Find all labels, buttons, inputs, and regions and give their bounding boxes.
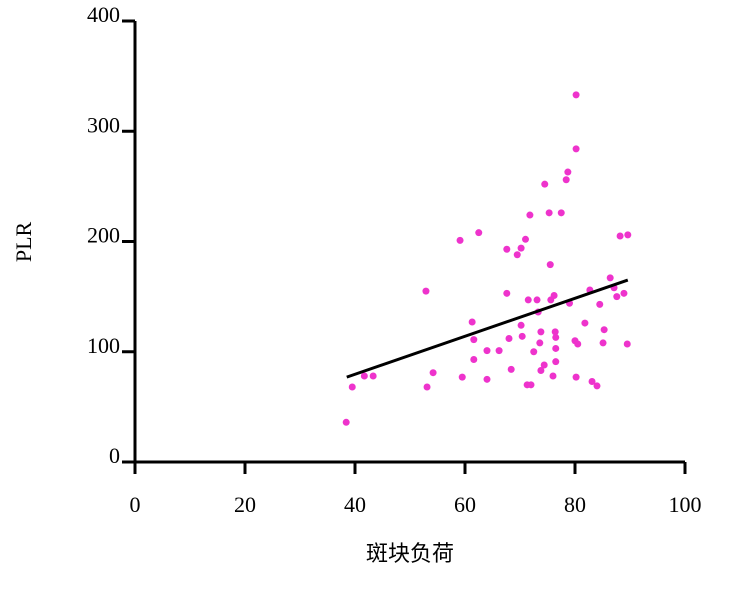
point [562, 176, 570, 184]
point [536, 339, 544, 347]
point [423, 383, 431, 391]
x-tick-label: 100 [669, 492, 702, 517]
point [549, 372, 557, 380]
point [564, 168, 572, 176]
point [574, 340, 582, 348]
x-tick-label: 80 [564, 492, 586, 517]
point [458, 373, 466, 381]
x-axis-label: 斑块负荷 [366, 541, 454, 566]
point [475, 229, 483, 237]
point [620, 289, 628, 297]
point [429, 369, 437, 377]
point [517, 244, 525, 252]
point [545, 209, 553, 217]
point [588, 378, 596, 386]
x-tick-label: 60 [454, 492, 476, 517]
point [483, 347, 491, 355]
point [522, 235, 529, 243]
point [557, 209, 565, 217]
point [530, 348, 538, 356]
point [526, 211, 534, 219]
point [552, 333, 560, 341]
point [517, 321, 525, 329]
point [552, 358, 560, 366]
point [540, 361, 548, 369]
y-tick-label: 200 [87, 223, 120, 248]
point [503, 245, 511, 253]
point [550, 292, 558, 300]
point [360, 372, 368, 380]
point [533, 296, 541, 304]
point [507, 365, 515, 373]
x-tick-label: 40 [344, 492, 366, 517]
point [623, 340, 631, 348]
point [572, 373, 580, 381]
point [527, 381, 535, 389]
point [513, 251, 521, 259]
x-tick-label: 0 [130, 492, 141, 517]
point [572, 145, 580, 153]
point [468, 318, 476, 326]
point [505, 335, 513, 343]
point [483, 375, 491, 383]
point [572, 91, 580, 99]
point [342, 418, 350, 426]
x-tick-label: 20 [234, 492, 256, 517]
point [348, 383, 356, 391]
point [537, 366, 545, 374]
y-tick-label: 300 [87, 112, 120, 137]
point [503, 289, 511, 297]
point [581, 319, 589, 327]
point [599, 339, 607, 347]
point [613, 293, 621, 301]
point [552, 344, 560, 352]
point [551, 328, 559, 336]
point [606, 274, 614, 282]
y-tick-label: 0 [109, 443, 120, 468]
point [600, 326, 608, 334]
point [537, 328, 545, 336]
y-axis-label: PLR [11, 222, 36, 263]
point [541, 180, 549, 188]
point [624, 231, 632, 239]
point [495, 347, 503, 355]
point [518, 332, 526, 340]
point [456, 236, 464, 244]
point [470, 336, 478, 344]
point [616, 232, 624, 240]
point [524, 296, 532, 304]
trend-line [346, 278, 629, 379]
point [596, 300, 604, 308]
point [470, 355, 478, 363]
point [369, 372, 377, 380]
y-tick-label: 100 [87, 333, 120, 358]
point [422, 287, 430, 295]
point [593, 382, 601, 390]
point [546, 261, 554, 269]
y-tick-label: 400 [87, 2, 120, 27]
